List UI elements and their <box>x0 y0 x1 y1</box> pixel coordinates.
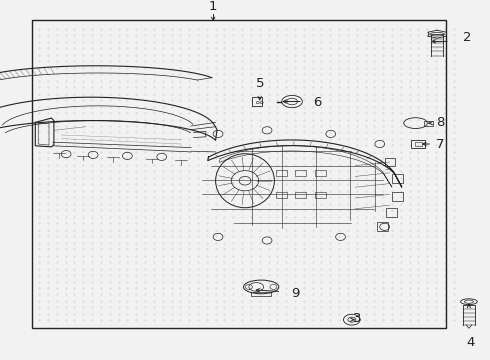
Bar <box>392 174 403 183</box>
Bar <box>386 208 397 217</box>
Text: 9: 9 <box>292 287 300 300</box>
Text: 4: 4 <box>466 336 475 348</box>
Text: 7: 7 <box>436 138 444 150</box>
Bar <box>411 140 425 148</box>
Bar <box>377 222 388 231</box>
Text: 1: 1 <box>209 0 218 13</box>
Text: 5: 5 <box>255 77 264 90</box>
Text: 2: 2 <box>463 31 471 44</box>
Text: 8: 8 <box>436 116 444 129</box>
Bar <box>315 170 326 176</box>
Bar <box>32 20 446 328</box>
Bar <box>385 158 395 166</box>
Bar <box>415 142 422 146</box>
Bar <box>392 192 403 201</box>
Text: 6: 6 <box>314 96 322 109</box>
Bar <box>276 192 287 198</box>
Bar <box>315 192 326 198</box>
Bar <box>251 292 271 296</box>
Bar <box>424 121 433 126</box>
Bar <box>295 170 306 176</box>
Bar <box>295 192 306 198</box>
Text: 3: 3 <box>353 312 361 325</box>
Bar <box>276 170 287 176</box>
Bar <box>252 97 262 106</box>
